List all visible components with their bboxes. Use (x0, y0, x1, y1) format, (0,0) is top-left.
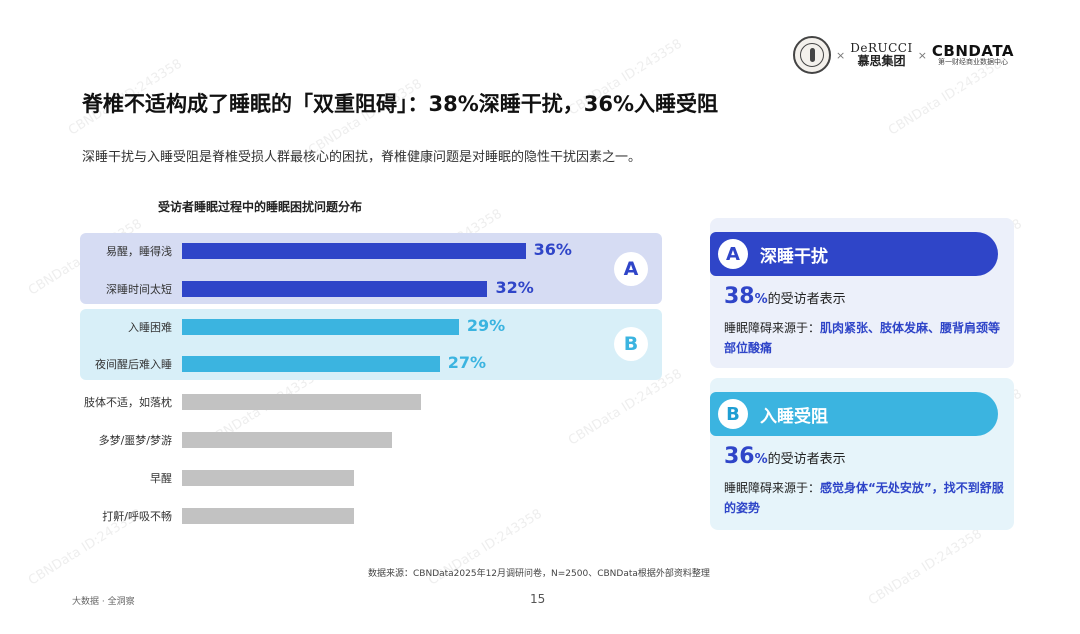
card-stat-text: 的受访者表示 (767, 292, 846, 307)
card-header: A 深睡干扰 (710, 232, 998, 276)
bar (182, 394, 421, 411)
footer-tagline: 大数据 · 全洞察 (72, 597, 135, 607)
card-stat: 36%的受访者表示 (724, 444, 846, 469)
derucci-logo-en: DeRUCCI (850, 40, 913, 55)
watermark: CBNData ID:243358 (865, 526, 985, 609)
card-stat-percent: % (754, 292, 768, 307)
derucci-logo-cn: 慕思集团 (857, 54, 906, 68)
card-desc-highlight: 感觉身体“无处安放”，找不到舒服的姿势 (724, 481, 1004, 515)
cbndata-logo: CBNDATA 第一财经商业数据中心 (932, 43, 1014, 67)
card-title: 入睡受阻 (760, 406, 828, 427)
page-title: 脊椎不适构成了睡眠的「双重阻碍」：38%深睡干扰，36%入睡受阻 (82, 92, 719, 116)
card-fall-asleep: B 入睡受阻 36%的受访者表示 睡眠障碍来源于：感觉身体“无处安放”，找不到舒… (710, 378, 1014, 530)
cbndata-logo-cn: 第一财经商业数据中心 (937, 58, 1008, 67)
bar-chart: A B 易醒，睡得浅 36% 深睡时间太短 32% 入睡困难 29% 夜间醒后难入睡 27% 肢… (80, 233, 662, 524)
bar (182, 507, 354, 524)
category-label: 深睡时间太短 (106, 282, 172, 296)
card-deep-sleep: A 深睡干扰 38%的受访者表示 睡眠障碍来源于：肌肉紧张、肢体发麻、腰背肩颈等… (710, 218, 1014, 368)
bar (182, 356, 440, 373)
category-label: 易醒，睡得浅 (106, 245, 172, 258)
logo-bar: × DeRUCCI 慕思集团 × CBNDATA 第一财经商业数据中心 (793, 36, 1014, 74)
page-number: 15 (530, 592, 546, 606)
chart-title: 受访者睡眠过程中的睡眠困扰问题分布 (157, 200, 362, 214)
bar (182, 243, 526, 259)
value-label: 36% (533, 240, 572, 259)
bar (182, 432, 392, 448)
category-label: 夜间醒后难入睡 (95, 358, 172, 372)
card-title: 深睡干扰 (760, 246, 828, 267)
card-description: 睡眠障碍来源于：肌肉紧张、肢体发麻、腰背肩颈等部位酸痛 (724, 318, 1006, 358)
data-source: 数据来源：CBNData2025年12月调研问卷，N=2500、CBNData根… (368, 569, 710, 579)
card-description: 睡眠障碍来源于：感觉身体“无处安放”，找不到舒服的姿势 (724, 478, 1006, 518)
derucci-logo: DeRUCCI 慕思集团 (850, 40, 913, 68)
times-sign: × (917, 48, 927, 62)
card-desc-highlight: 肌肉紧张、肢体发麻、腰背肩颈等部位酸痛 (724, 321, 1001, 355)
card-header: B 入睡受阻 (710, 392, 998, 436)
card-stat-number: 38 (724, 284, 755, 309)
seal-logo-icon (793, 36, 831, 74)
category-label: 早醒 (150, 471, 172, 485)
category-label: 多梦/噩梦/梦游 (98, 434, 172, 447)
group-b-badge: B (614, 327, 648, 361)
group-a-badge: A (614, 252, 648, 286)
cbndata-logo-en: CBNDATA (931, 41, 1014, 60)
card-stat-number: 36 (724, 444, 755, 469)
category-label: 入睡困难 (128, 320, 172, 334)
value-label: 32% (495, 277, 534, 297)
card-stat: 38%的受访者表示 (724, 284, 846, 309)
times-sign: × (836, 48, 846, 62)
value-label: 29% (466, 315, 506, 335)
card-desc-prefix: 睡眠障碍来源于： (724, 481, 821, 495)
bar (182, 469, 354, 486)
card-stat-text: 的受访者表示 (767, 452, 846, 467)
category-label: 打鼾/呼吸不畅 (102, 509, 172, 523)
category-label: 肢体不适，如落枕 (84, 396, 172, 410)
card-badge: A (718, 239, 748, 269)
card-desc-prefix: 睡眠障碍来源于： (724, 321, 821, 335)
bar (182, 280, 488, 297)
value-label: 27% (447, 353, 487, 373)
bar (182, 318, 459, 335)
page-subtitle: 深睡干扰与入睡受阻是脊椎受损人群最核心的困扰，脊椎健康问题是对睡眠的隐性干扰因素… (82, 150, 642, 165)
card-badge: B (718, 399, 748, 429)
card-stat-percent: % (754, 452, 768, 467)
